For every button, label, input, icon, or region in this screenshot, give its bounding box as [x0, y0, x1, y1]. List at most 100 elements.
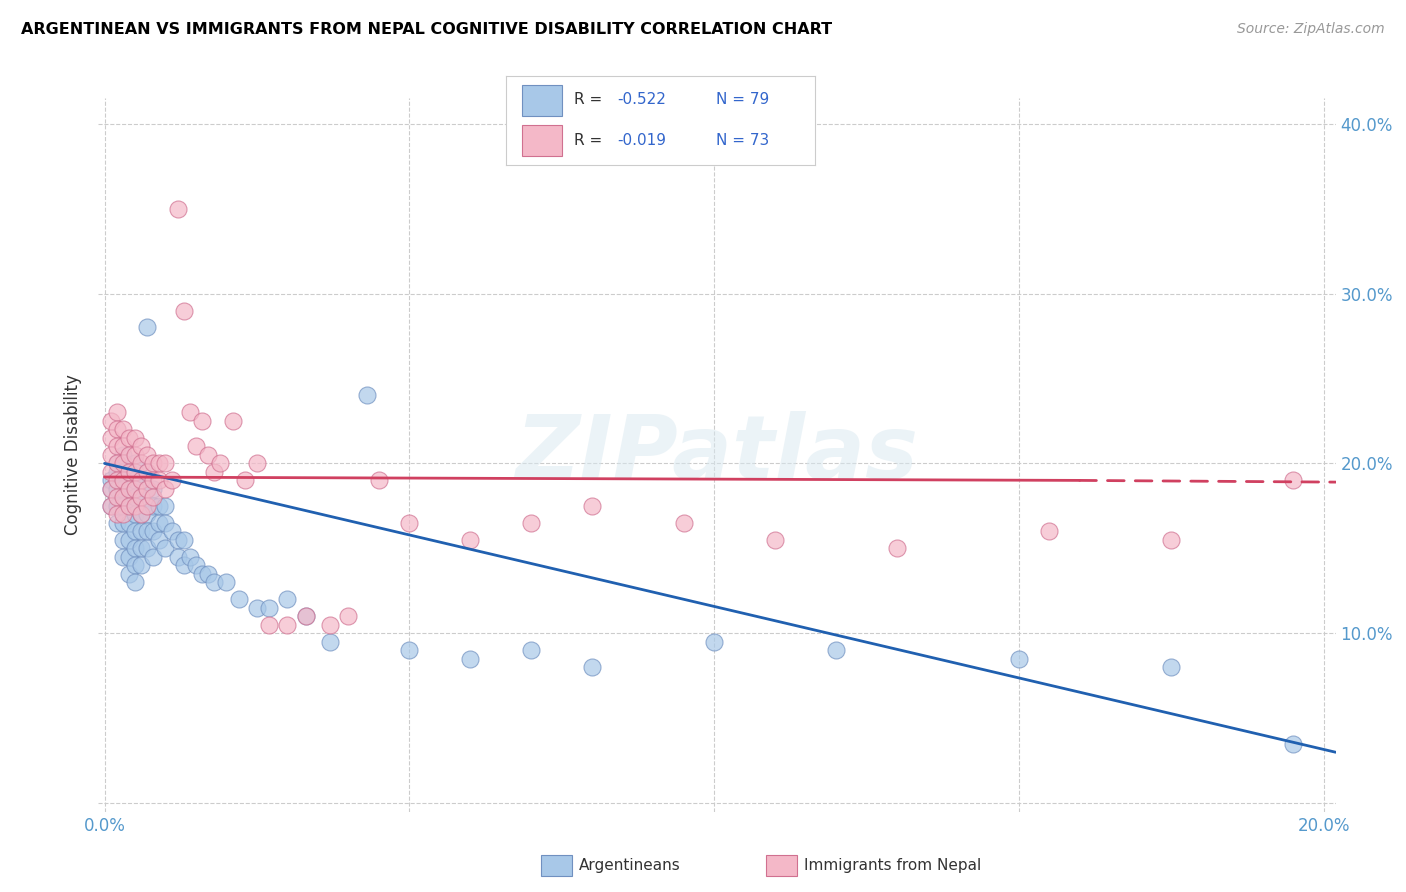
Point: [276, 592, 298, 607]
Point: [1008, 652, 1031, 666]
Point: [105, 508, 128, 522]
Point: [136, 465, 159, 479]
Point: [118, 533, 141, 547]
Point: [398, 643, 420, 657]
Point: [124, 541, 146, 556]
Point: [825, 643, 848, 657]
Point: [118, 516, 141, 530]
Point: [100, 499, 122, 513]
Point: [398, 516, 420, 530]
Text: Argentineans: Argentineans: [579, 858, 681, 872]
Point: [118, 499, 141, 513]
Point: [184, 439, 207, 453]
Point: [111, 439, 134, 453]
Point: [166, 202, 188, 216]
Point: [118, 465, 141, 479]
Point: [105, 405, 128, 419]
Point: [142, 499, 165, 513]
Point: [1038, 524, 1060, 539]
Point: [124, 474, 146, 488]
Point: [173, 533, 195, 547]
Point: [142, 474, 165, 488]
Point: [142, 549, 165, 564]
Point: [221, 414, 243, 428]
Point: [215, 575, 238, 590]
Point: [124, 457, 146, 471]
Point: [111, 508, 134, 522]
Point: [129, 541, 152, 556]
Point: [179, 405, 201, 419]
Point: [100, 474, 122, 488]
Point: [148, 516, 170, 530]
Point: [520, 643, 543, 657]
Point: [118, 566, 141, 581]
Point: [100, 499, 122, 513]
Point: [105, 491, 128, 505]
Point: [1282, 737, 1305, 751]
Point: [142, 457, 165, 471]
Text: Immigrants from Nepal: Immigrants from Nepal: [804, 858, 981, 872]
Point: [105, 474, 128, 488]
Point: [124, 482, 146, 496]
Point: [155, 516, 177, 530]
Point: [155, 541, 177, 556]
Point: [458, 652, 481, 666]
Point: [136, 448, 159, 462]
Point: [136, 508, 159, 522]
Point: [124, 575, 146, 590]
Y-axis label: Cognitive Disability: Cognitive Disability: [65, 375, 83, 535]
Point: [763, 533, 786, 547]
Point: [173, 303, 195, 318]
Point: [129, 508, 152, 522]
Point: [111, 474, 134, 488]
Point: [124, 431, 146, 445]
Point: [581, 660, 603, 674]
Point: [228, 592, 250, 607]
Point: [105, 516, 128, 530]
Point: [672, 516, 695, 530]
Point: [100, 448, 122, 462]
Point: [124, 465, 146, 479]
Point: [142, 524, 165, 539]
Text: Source: ZipAtlas.com: Source: ZipAtlas.com: [1237, 22, 1385, 37]
Point: [129, 474, 152, 488]
Point: [136, 524, 159, 539]
Point: [129, 491, 152, 505]
Point: [148, 533, 170, 547]
Point: [1282, 474, 1305, 488]
Point: [191, 414, 214, 428]
Point: [124, 448, 146, 462]
Text: R =: R =: [574, 134, 607, 148]
Text: -0.522: -0.522: [617, 93, 666, 107]
Point: [105, 439, 128, 453]
Point: [118, 465, 141, 479]
Point: [124, 508, 146, 522]
Point: [257, 617, 280, 632]
Point: [142, 482, 165, 496]
Point: [233, 474, 256, 488]
Point: [100, 431, 122, 445]
Point: [160, 474, 183, 488]
Point: [294, 609, 316, 624]
Point: [356, 388, 378, 402]
Point: [136, 465, 159, 479]
Point: [136, 499, 159, 513]
Point: [111, 491, 134, 505]
Point: [246, 457, 269, 471]
Point: [294, 609, 316, 624]
Text: N = 73: N = 73: [717, 134, 769, 148]
Point: [111, 422, 134, 436]
Point: [111, 499, 134, 513]
Point: [367, 474, 389, 488]
Point: [202, 575, 225, 590]
Point: [124, 524, 146, 539]
Point: [1160, 660, 1182, 674]
Point: [173, 558, 195, 573]
Point: [209, 457, 232, 471]
Point: [129, 439, 152, 453]
Point: [118, 499, 141, 513]
Point: [124, 499, 146, 513]
Point: [111, 448, 134, 462]
Point: [148, 474, 170, 488]
Point: [136, 482, 159, 496]
